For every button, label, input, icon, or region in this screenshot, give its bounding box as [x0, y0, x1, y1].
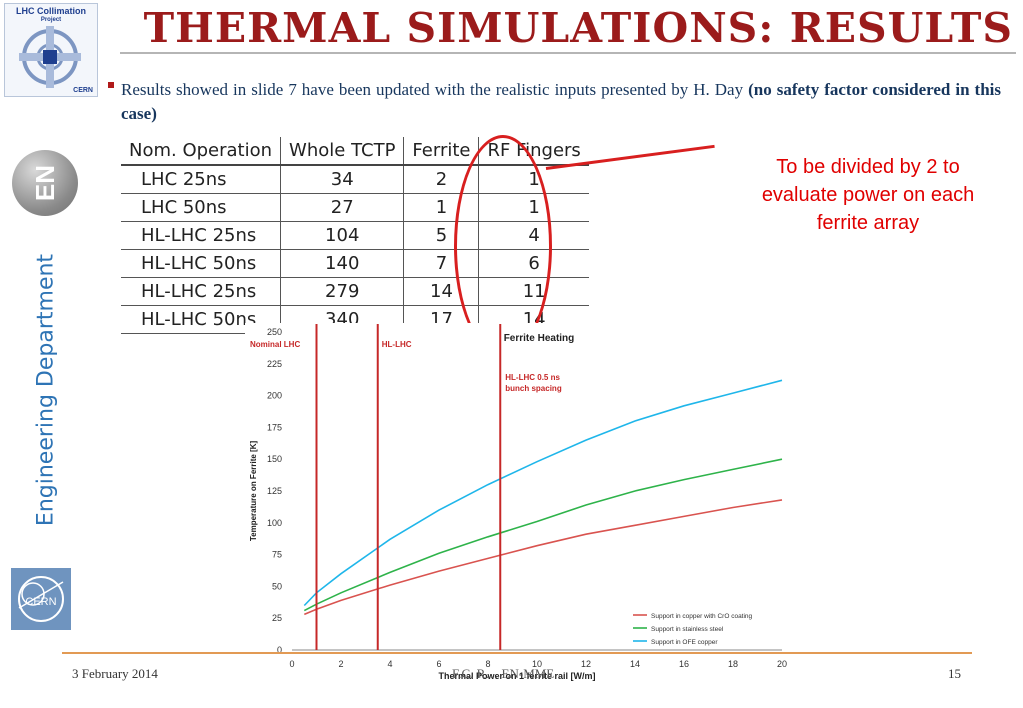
legend-entry-3: Support in OFE copper	[651, 639, 718, 646]
x-tick-label: 12	[581, 659, 591, 669]
y-tick-label: 75	[272, 550, 282, 560]
callout-note: To be divided by 2 to evaluate power on …	[761, 156, 975, 234]
table-cell: 279	[280, 277, 404, 306]
page-number: 15	[948, 666, 961, 681]
legend-entry-2: Support in stainless steel	[651, 626, 724, 633]
marker-label: Nominal LHC	[250, 340, 300, 349]
y-tick-label: 50	[272, 581, 282, 591]
x-tick-label: 18	[728, 659, 738, 669]
y-axis-label: Temperature on Ferrite [K]	[249, 441, 258, 542]
footer-author: F.C. R… EN-MME	[452, 666, 555, 681]
table-header: Whole TCTP	[280, 137, 404, 166]
footer-divider	[62, 652, 972, 654]
x-tick-label: 20	[777, 659, 787, 669]
logo-cern-label: CERN	[73, 87, 93, 94]
series-line-1	[303, 499, 783, 616]
table-cell: 140	[280, 249, 404, 278]
table-cell: HL-LHC 25ns	[121, 277, 281, 306]
bullet-marker	[108, 82, 114, 88]
lhc-collimation-logo: LHC Collimation Project CERN	[4, 3, 98, 97]
marker-label: HL-LHC 0.5 ns	[505, 373, 560, 382]
x-tick-label: 0	[289, 659, 294, 669]
footer-date: 3 February 2014	[72, 666, 158, 681]
series-line-2	[303, 458, 783, 612]
marker-label: HL-LHC	[382, 340, 412, 349]
table-cell: HL-LHC 50ns	[121, 249, 281, 278]
table-cell: 104	[280, 221, 404, 250]
table-cell: 34	[280, 165, 404, 194]
cern-emblem-icon: CERN	[18, 576, 64, 622]
cern-logo: CERN	[11, 568, 71, 630]
collimator-icon	[19, 26, 81, 88]
table-cell: LHC 50ns	[121, 193, 281, 222]
logo-title: LHC Collimation	[16, 6, 86, 16]
y-tick-label: 25	[272, 613, 282, 623]
body-paragraph: Results showed in slide 7 have been upda…	[121, 78, 1001, 126]
page-title: THERMAL SIMULATIONS: RESULTS	[143, 4, 1013, 52]
series-line-3	[303, 379, 783, 607]
ferrite-heating-chart: 0 2 4 6 8 10 12 14 16 18 2002550751001251501752002…	[245, 323, 793, 686]
body-bold-text: (no safety factor considered in this cas…	[121, 80, 1002, 123]
x-tick-label: 10	[532, 659, 542, 669]
title-divider	[120, 52, 1016, 54]
y-tick-label: 0	[277, 645, 282, 655]
x-tick-label: 4	[387, 659, 392, 669]
table-header: Ferrite	[403, 137, 479, 166]
cern-logo-text: CERN	[25, 596, 56, 608]
marker-label: bunch spacing	[505, 384, 562, 393]
y-tick-label: 175	[267, 422, 282, 432]
y-tick-label: 250	[267, 327, 282, 337]
chart-title: Ferrite Heating	[504, 333, 575, 344]
x-axis-label: Thermal Power on 1 ferrite rail [W/m]	[438, 671, 595, 681]
y-tick-label: 225	[267, 359, 282, 369]
y-tick-label: 150	[267, 454, 282, 464]
table-header: Nom. Operation	[121, 137, 281, 166]
legend-entry-1: Support in copper with CrO coating	[651, 613, 753, 620]
department-label: Engineering Department	[33, 253, 59, 527]
x-tick-label: 2	[338, 659, 343, 669]
table-cell: 27	[280, 193, 404, 222]
y-tick-label: 125	[267, 486, 282, 496]
table-cell: LHC 25ns	[121, 165, 281, 194]
table-cell: HL-LHC 25ns	[121, 221, 281, 250]
body-text: Results showed in slide 7 have been upda…	[121, 80, 749, 99]
x-tick-label: 8	[485, 659, 490, 669]
en-badge	[12, 150, 78, 216]
y-tick-label: 200	[267, 391, 282, 401]
x-tick-label: 6	[436, 659, 441, 669]
en-badge-label: EN	[29, 164, 60, 202]
table-row: HL-LHC 25ns 279 14 11	[121, 277, 589, 306]
x-tick-label: 14	[630, 659, 640, 669]
logo-subtitle: Project	[40, 17, 62, 23]
x-tick-label: 16	[679, 659, 689, 669]
y-tick-label: 100	[267, 518, 282, 528]
